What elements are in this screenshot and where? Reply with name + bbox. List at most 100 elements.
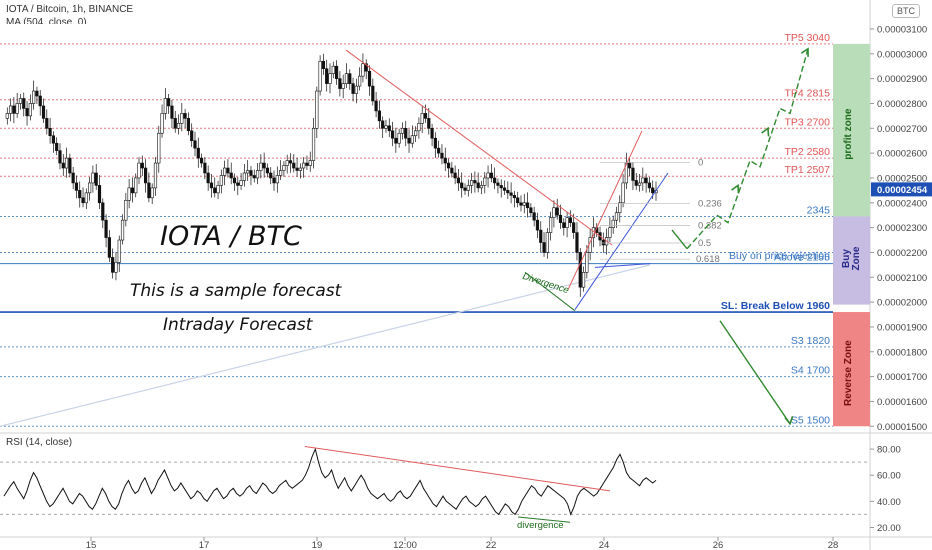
- currency-badge[interactable]: BTC: [892, 4, 920, 18]
- rsi-tick-label: 80.00: [877, 445, 901, 456]
- candle: [558, 214, 563, 223]
- candle: [71, 172, 75, 184]
- candle: [414, 130, 418, 137]
- fib-label: 0: [698, 157, 703, 168]
- candle: [206, 172, 210, 184]
- rsi-divergence-trend: [304, 445, 611, 492]
- ma-indicator-label: MA (504, close, 0): [6, 17, 87, 28]
- candle: [262, 162, 266, 169]
- candle: [555, 207, 559, 216]
- candle: [48, 127, 52, 137]
- candle: [400, 127, 405, 134]
- candle: [525, 202, 530, 209]
- candle: [565, 217, 569, 228]
- candle: [331, 65, 335, 74]
- candle: [305, 162, 309, 166]
- rsi-indicator-label: RSI (14, close): [6, 437, 73, 448]
- projection-arrow: [731, 183, 740, 194]
- candle: [259, 162, 263, 171]
- fib-label: 0.618: [696, 254, 720, 265]
- level-label: TP5 3040: [784, 32, 830, 44]
- x-tick-label: 26: [713, 540, 724, 550]
- candle: [585, 252, 589, 273]
- candle: [509, 192, 513, 196]
- intraday-forecast-annotation: Intraday Forecast: [163, 315, 314, 335]
- candle: [229, 172, 233, 179]
- candle: [252, 175, 256, 179]
- y-tick-label: 0.00003100: [877, 24, 927, 35]
- candle: [364, 63, 368, 72]
- candle: [124, 200, 128, 221]
- buy-zone-label: Buy: [841, 249, 852, 268]
- candle: [384, 125, 388, 129]
- candle: [318, 60, 322, 92]
- candle: [512, 195, 517, 199]
- candle: [621, 182, 625, 204]
- candle: [427, 118, 431, 129]
- candle: [539, 229, 543, 243]
- candle: [298, 167, 302, 171]
- candle: [351, 83, 355, 94]
- candle: [5, 113, 9, 119]
- candle: [479, 185, 484, 189]
- candle: [651, 187, 655, 194]
- candle: [127, 187, 131, 201]
- candle: [173, 118, 177, 129]
- candle: [255, 170, 260, 179]
- candle: [176, 123, 181, 129]
- candle: [242, 172, 246, 181]
- candle: [440, 152, 444, 159]
- candle: [236, 182, 240, 186]
- candle: [545, 232, 549, 253]
- candle: [374, 100, 378, 112]
- candle: [634, 180, 638, 186]
- candle: [8, 105, 13, 114]
- candle: [443, 157, 447, 164]
- candle: [292, 162, 296, 169]
- candle: [325, 68, 329, 84]
- candle: [446, 162, 451, 169]
- candle: [117, 239, 121, 263]
- candle: [473, 180, 477, 184]
- x-tick-label: 15: [86, 540, 97, 550]
- candle: [12, 105, 16, 114]
- buy-zone: [833, 216, 870, 305]
- level-label: S5 1500: [791, 414, 830, 426]
- candle: [32, 90, 36, 104]
- candle: [28, 103, 32, 117]
- candle: [302, 162, 306, 169]
- candle: [288, 160, 293, 164]
- x-tick-label: 28: [828, 540, 839, 550]
- y-tick-label: 0.00002500: [877, 173, 927, 184]
- candle: [601, 239, 605, 246]
- price-pane: [0, 24, 870, 430]
- candle: [101, 202, 105, 221]
- candle: [387, 125, 391, 132]
- candle: [394, 137, 398, 144]
- x-tick-label: 17: [199, 540, 210, 550]
- level-label: TP3 2700: [784, 116, 830, 128]
- candle: [420, 113, 424, 124]
- candle: [249, 170, 253, 176]
- buy-zone-label-2: Zone: [851, 246, 862, 270]
- y-tick-label: 0.00001500: [877, 422, 927, 433]
- candle: [618, 202, 622, 214]
- candle: [38, 95, 42, 107]
- y-tick-label: 0.00001600: [877, 397, 927, 408]
- candle: [568, 217, 572, 223]
- candle: [358, 75, 362, 87]
- candle: [68, 157, 72, 174]
- candle: [295, 167, 299, 171]
- candle: [18, 98, 23, 104]
- candle: [628, 162, 632, 169]
- candle: [15, 103, 19, 114]
- candle: [232, 177, 237, 184]
- rsi-tick-label: 60.00: [877, 471, 901, 482]
- y-tick-label: 0.00003000: [877, 49, 927, 60]
- y-tick-label: 0.00001700: [877, 372, 927, 383]
- candle: [377, 110, 381, 122]
- candle: [341, 83, 345, 89]
- candle: [489, 172, 493, 179]
- candle: [354, 85, 358, 94]
